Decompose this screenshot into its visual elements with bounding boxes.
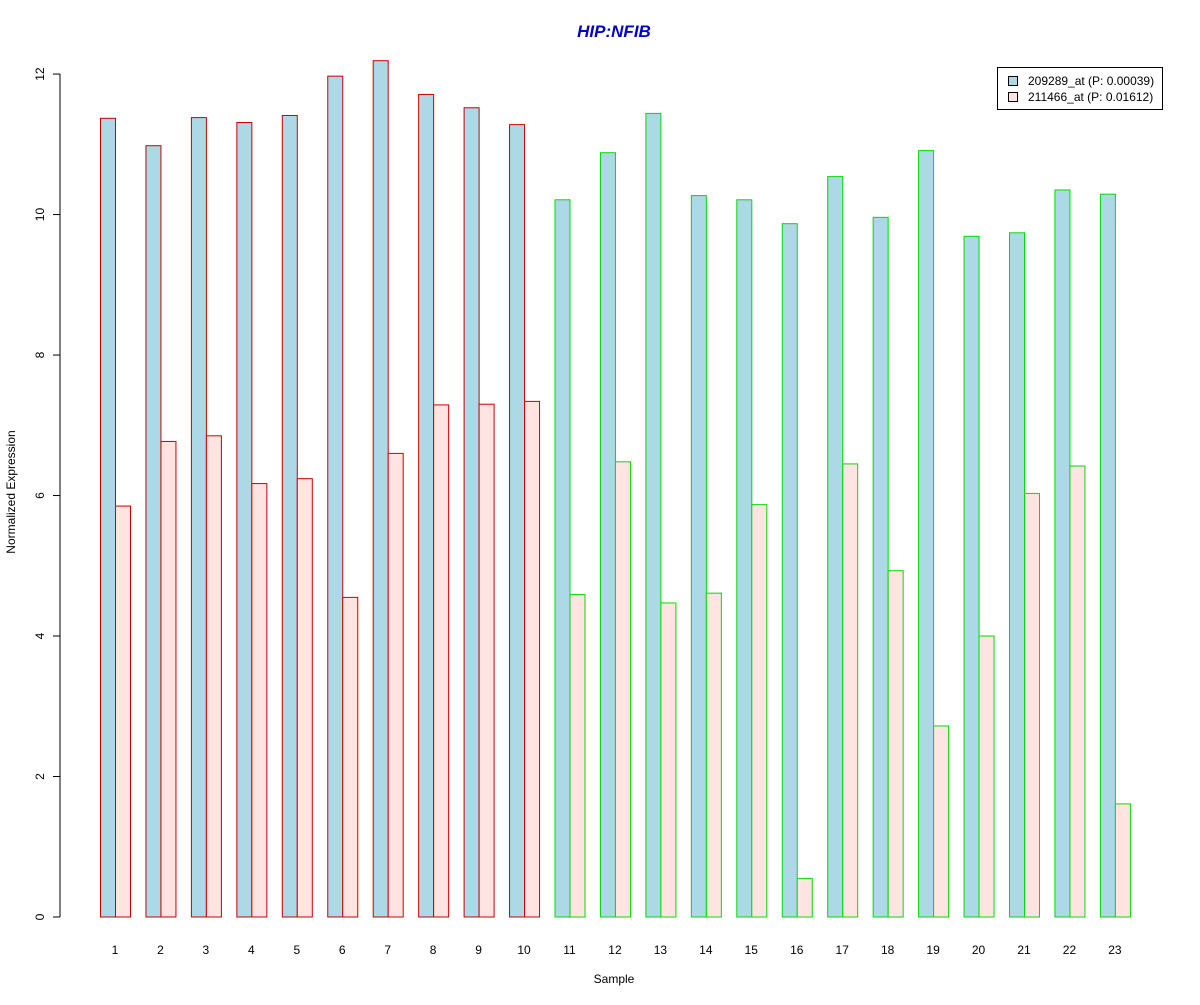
bar-series-1-sample-8 bbox=[418, 93, 435, 918]
x-tick-label: 17 bbox=[836, 943, 850, 957]
bar-series-1-sample-9 bbox=[463, 107, 480, 918]
y-axis: 0 2 4 6 8 10 12 bbox=[33, 67, 61, 920]
bar-series-1-sample-20 bbox=[963, 235, 980, 918]
bar-series-1-sample-21 bbox=[1009, 232, 1025, 918]
x-tick-label: 15 bbox=[745, 943, 759, 957]
bar-series-2-sample-17 bbox=[842, 463, 859, 918]
x-tick-label: 1 bbox=[112, 943, 119, 957]
x-tick-label: 23 bbox=[1108, 943, 1122, 957]
legend: 209289_at (P: 0.00039) 211466_at (P: 0.01… bbox=[997, 67, 1163, 110]
bar-series-2-sample-21 bbox=[1024, 492, 1040, 918]
y-tick-label: 4 bbox=[33, 632, 47, 639]
bar-series-2-sample-15 bbox=[751, 504, 768, 918]
y-tick-label: 8 bbox=[33, 351, 47, 358]
x-tick-label: 9 bbox=[475, 943, 482, 957]
x-tick-label: 2 bbox=[157, 943, 164, 957]
x-tick-label: 10 bbox=[517, 943, 531, 957]
bar-series-2-sample-9 bbox=[478, 403, 495, 918]
bar-series-1-sample-22 bbox=[1054, 189, 1071, 918]
x-tick-label: 5 bbox=[293, 943, 300, 957]
bar-series-1-sample-13 bbox=[645, 112, 662, 918]
bar-series-2-sample-16 bbox=[796, 877, 813, 918]
bar-series-2-sample-2 bbox=[160, 440, 177, 918]
legend-swatch-series-1 bbox=[1008, 76, 1018, 86]
bars-layer bbox=[100, 60, 1131, 918]
y-tick-label: 10 bbox=[33, 208, 47, 222]
bar-series-2-sample-23 bbox=[1114, 803, 1131, 918]
x-tick-label: 13 bbox=[654, 943, 668, 957]
bar-series-1-sample-6 bbox=[327, 75, 344, 918]
x-tick-label: 12 bbox=[608, 943, 622, 957]
y-tick-label: 12 bbox=[33, 67, 47, 81]
bar-series-1-sample-11 bbox=[554, 199, 571, 918]
bar-series-1-sample-23 bbox=[1099, 193, 1116, 918]
bar-series-1-sample-17 bbox=[827, 176, 844, 918]
x-tick-label: 14 bbox=[699, 943, 713, 957]
y-axis-label: Normalized Expression bbox=[4, 430, 18, 553]
bar-series-2-sample-22 bbox=[1069, 465, 1086, 918]
x-tick-label: 8 bbox=[430, 943, 437, 957]
bar-series-1-sample-14 bbox=[690, 195, 707, 918]
x-tick-label: 18 bbox=[881, 943, 895, 957]
bar-series-2-sample-7 bbox=[387, 452, 404, 918]
bar-series-2-sample-11 bbox=[569, 594, 586, 918]
legend-label-series-1: 209289_at (P: 0.00039) bbox=[1028, 74, 1154, 88]
y-tick-label: 0 bbox=[33, 913, 47, 920]
x-tick-label: 6 bbox=[339, 943, 346, 957]
x-tick-label: 3 bbox=[203, 943, 210, 957]
bar-series-2-sample-20 bbox=[978, 635, 995, 918]
bar-series-1-sample-18 bbox=[872, 216, 889, 918]
bar-series-1-sample-4 bbox=[236, 122, 253, 918]
x-tick-label: 4 bbox=[248, 943, 255, 957]
bar-series-1-sample-16 bbox=[781, 223, 798, 918]
bar-series-2-sample-6 bbox=[342, 596, 359, 918]
bar-series-1-sample-12 bbox=[599, 152, 616, 918]
chart-title: HIP:NFIB bbox=[577, 22, 651, 41]
x-tick-label: 20 bbox=[972, 943, 986, 957]
x-tick-label: 16 bbox=[790, 943, 804, 957]
bar-series-2-sample-13 bbox=[660, 602, 677, 918]
bar-series-2-sample-14 bbox=[705, 592, 722, 918]
x-tick-label: 7 bbox=[384, 943, 391, 957]
y-tick-label: 6 bbox=[33, 492, 47, 499]
bar-series-2-sample-5 bbox=[296, 478, 313, 918]
bar-series-1-sample-15 bbox=[736, 199, 753, 918]
bar-series-1-sample-2 bbox=[145, 145, 162, 918]
bar-series-1-sample-5 bbox=[281, 114, 298, 918]
bar-series-1-sample-1 bbox=[100, 117, 116, 918]
legend-swatch-series-2 bbox=[1008, 92, 1018, 102]
bar-series-1-sample-7 bbox=[372, 60, 389, 918]
bar-series-1-sample-19 bbox=[918, 150, 935, 918]
bar-series-2-sample-3 bbox=[205, 435, 222, 918]
bar-series-1-sample-10 bbox=[509, 124, 526, 918]
legend-box bbox=[997, 67, 1163, 110]
bar-series-2-sample-10 bbox=[524, 400, 541, 918]
x-axis-label: Sample bbox=[594, 972, 635, 986]
bar-series-2-sample-8 bbox=[433, 404, 450, 918]
bar-series-2-sample-4 bbox=[251, 483, 268, 918]
bar-series-2-sample-18 bbox=[887, 570, 904, 918]
bar-series-2-sample-12 bbox=[614, 461, 631, 918]
legend-label-series-2: 211466_at (P: 0.01612) bbox=[1028, 90, 1153, 104]
bar-series-1-sample-3 bbox=[190, 117, 207, 918]
bar-series-2-sample-1 bbox=[115, 505, 131, 918]
bar-series-2-sample-19 bbox=[933, 725, 950, 918]
x-tick-label: 22 bbox=[1063, 943, 1077, 957]
x-tick-labels: 1 2 3 4 5 6 7 8 9 10 11 12 13 14 15 16 17 18 19 20 21 22 23 bbox=[112, 943, 1122, 957]
y-tick-label: 2 bbox=[33, 773, 47, 780]
x-tick-label: 21 bbox=[1017, 943, 1031, 957]
x-tick-label: 11 bbox=[563, 943, 576, 957]
x-tick-label: 19 bbox=[926, 943, 940, 957]
